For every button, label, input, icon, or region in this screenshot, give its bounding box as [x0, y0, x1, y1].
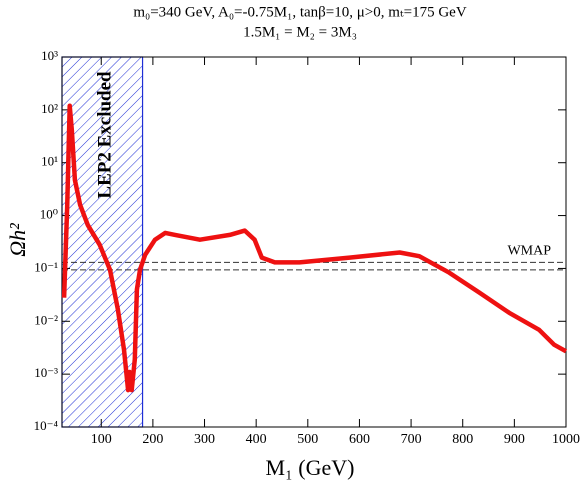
y-axis-label: Ωh² — [5, 223, 30, 257]
y-tick-label: 10⁻³ — [34, 365, 58, 380]
y-tick-label: 10³ — [41, 48, 58, 63]
x-tick-label: 100 — [91, 432, 112, 447]
data-line — [61, 103, 568, 393]
chart-title: m₀=340 GeV, A₀=-0.75M₁, tanβ=10, μ>0, mₜ… — [133, 4, 466, 20]
y-tick-label: 10⁻⁴ — [34, 418, 59, 433]
excluded-region — [61, 56, 144, 428]
chart-subtitle: 1.5M₁ = M₂ = 3M₃ — [243, 24, 357, 40]
x-tick-label: 400 — [246, 432, 267, 447]
x-axis-label: M₁ (GeV) — [266, 455, 355, 480]
x-tick-label: 900 — [504, 432, 525, 447]
x-tick-label: 800 — [452, 432, 473, 447]
y-tick-label: 10⁻² — [34, 312, 58, 327]
band-label: WMAP — [507, 244, 551, 259]
y-tick-label: 10² — [41, 101, 58, 116]
y-tick-label: 10⁰ — [40, 207, 58, 222]
y-tick-label: 10¹ — [41, 154, 58, 169]
x-tick-label: 700 — [401, 432, 422, 447]
x-tick-label: 200 — [142, 432, 163, 447]
x-tick-label: 1000 — [552, 432, 580, 447]
y-tick-label: 10⁻¹ — [34, 259, 58, 274]
x-tick-label: 600 — [349, 432, 370, 447]
plot-frame — [61, 56, 567, 428]
x-tick-label: 300 — [194, 432, 215, 447]
excluded-label: LEP2 Excluded — [95, 71, 116, 199]
x-tick-label: 500 — [297, 432, 318, 447]
